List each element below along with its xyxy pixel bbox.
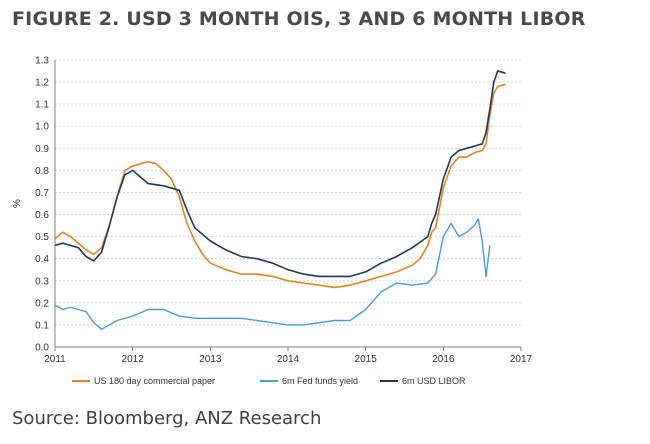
y-tick-label: 0.6	[35, 210, 49, 221]
x-tick-label: 2012	[122, 354, 145, 365]
source-note: Source: Bloomberg, ANZ Research	[12, 408, 322, 429]
y-tick-label: 1.2	[35, 78, 49, 89]
legend-label: 6m Fed funds yield	[282, 376, 358, 386]
y-tick-label: 0.3	[35, 276, 49, 287]
x-tick-label: 2016	[432, 354, 455, 365]
figure-title: FIGURE 2. USD 3 MONTH OIS, 3 AND 6 MONTH…	[12, 8, 586, 30]
series-line-1	[54, 83, 506, 289]
y-tick-label: 1.1	[35, 100, 49, 111]
y-tick-label: 1.0	[35, 122, 49, 133]
series-line-2	[54, 218, 491, 330]
y-tick-label: 0.2	[35, 298, 49, 309]
x-tick-label: 2013	[199, 354, 222, 365]
y-tick-label: 0.9	[35, 144, 49, 155]
series-line-3	[54, 70, 506, 278]
x-tick-label: 2011	[44, 354, 66, 365]
x-tick-label: 2015	[355, 354, 378, 365]
legend-label: 6m USD LIBOR	[402, 376, 466, 386]
x-tick-label: 2017	[510, 354, 533, 365]
y-tick-label: 1.3	[35, 56, 49, 67]
x-tick-label: 2014	[277, 354, 300, 365]
y-tick-label: 0.7	[35, 188, 49, 199]
legend-label: US 180 day commercial paper	[94, 376, 215, 386]
y-tick-label: 0.0	[35, 343, 49, 354]
y-tick-label: 0.4	[35, 254, 49, 265]
y-tick-label: 0.1	[35, 320, 49, 331]
y-axis-label: %	[12, 199, 23, 208]
y-tick-label: 0.8	[35, 166, 49, 177]
y-tick-label: 0.5	[35, 232, 49, 243]
